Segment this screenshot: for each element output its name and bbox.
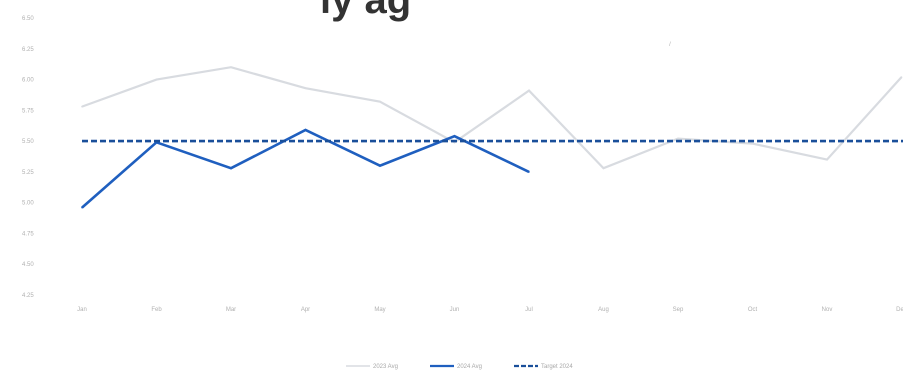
x-tick-label: Apr: [301, 307, 310, 313]
y-tick-label: 4.50: [22, 262, 34, 268]
data-point: [230, 167, 232, 169]
y-tick-label: 4.25: [22, 293, 34, 299]
y-tick-label: 5.00: [22, 201, 34, 207]
legend-label-1: 2024 Avg: [457, 364, 482, 370]
data-point: [81, 105, 83, 108]
annotation-label: /: [669, 42, 671, 48]
data-point: [81, 206, 83, 209]
data-point: [379, 164, 381, 167]
y-tick-label: 4.75: [22, 231, 34, 237]
chart-title: ly ag: [320, 0, 720, 23]
y-tick-label: 6.00: [22, 78, 34, 84]
data-point: [528, 171, 530, 173]
data-point: [602, 167, 605, 169]
series-line-0: [81, 66, 903, 170]
x-tick-label: Dec: [896, 307, 903, 313]
x-tick-label: Sep: [673, 307, 684, 313]
series-layer: [81, 66, 903, 209]
data-point: [900, 76, 903, 78]
legend-label-2: Target 2024: [541, 364, 573, 370]
x-tick-label: Jan: [77, 307, 87, 313]
y-tick-label: 5.50: [22, 139, 34, 145]
x-axis-ticks: Jan Feb Mar Apr May Jun Jul Aug Sep Oct Nov Dec: [77, 307, 903, 313]
y-tick-label: 5.25: [22, 170, 34, 176]
data-point: [304, 129, 307, 131]
x-tick-label: Mar: [226, 307, 236, 313]
y-axis-ticks: 6.50 6.25 6.00 5.75 5.50 5.25 5.00 4.75 4.50 4.25: [22, 16, 34, 299]
data-point: [230, 66, 232, 69]
data-point: [826, 158, 828, 161]
x-tick-label: May: [374, 307, 385, 313]
data-point: [304, 87, 307, 89]
x-tick-label: Aug: [598, 307, 609, 313]
y-tick-label: 6.25: [22, 47, 34, 53]
x-tick-label: Feb: [151, 307, 162, 313]
data-point: [453, 135, 456, 137]
x-tick-label: Jun: [450, 307, 460, 313]
x-tick-label: Nov: [822, 307, 833, 313]
data-point: [677, 137, 679, 140]
data-point: [379, 100, 381, 103]
data-point: [155, 78, 158, 81]
data-point: [751, 142, 754, 145]
x-tick-label: Oct: [748, 307, 758, 313]
y-tick-label: 6.50: [22, 16, 34, 22]
y-tick-label: 5.75: [22, 108, 34, 114]
chart-title-text: ly ag: [320, 0, 412, 22]
annotation-layer: /: [669, 42, 671, 48]
legend-label-0: 2023 Avg: [373, 364, 398, 370]
legend: 2023 Avg 2024 Avg Target 2024: [346, 364, 573, 370]
data-point: [528, 89, 530, 92]
x-tick-label: Jul: [525, 307, 533, 313]
